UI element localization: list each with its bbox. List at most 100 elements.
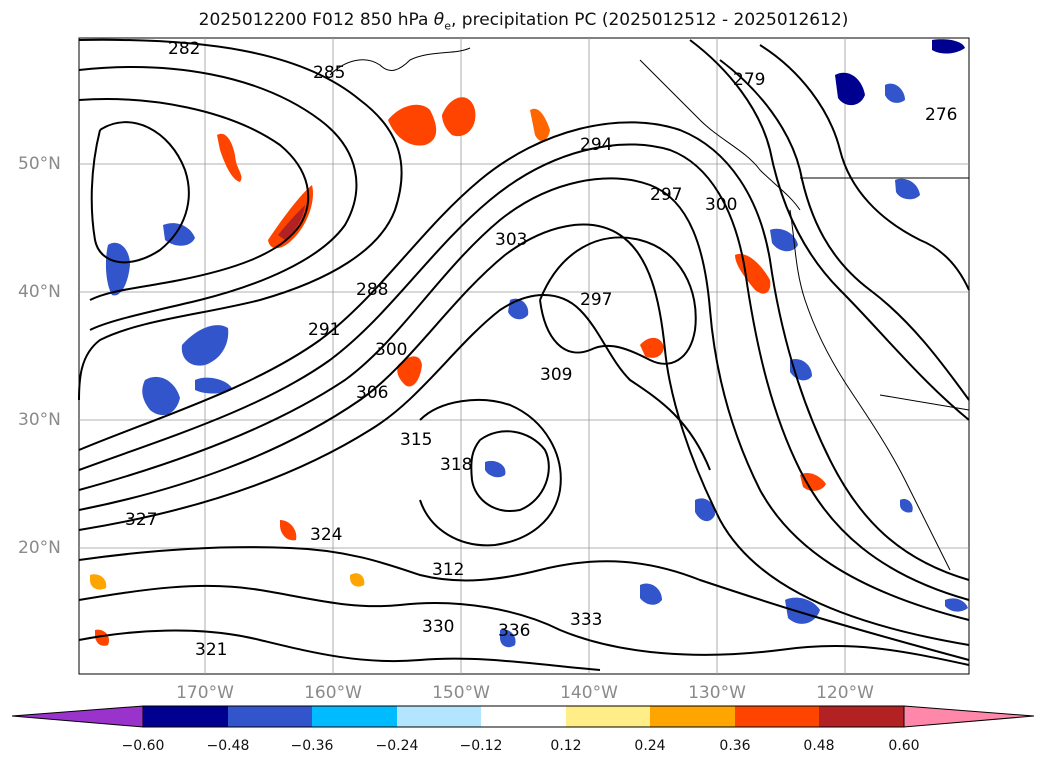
colorbar-segment [143,706,228,727]
precip-blob [397,356,422,387]
contour-label: 324 [310,525,342,545]
precip-blob [770,228,798,252]
colorbar-tick: 0.48 [803,738,835,754]
contour-label: 288 [356,280,388,300]
precip-blob [640,337,664,358]
contour-line [78,98,310,301]
precip-blob [217,133,242,182]
contour-line [78,177,970,621]
contour-line [78,584,970,666]
colorbar-segment [566,706,650,727]
contour-label: 312 [432,560,464,580]
precip-blob [932,39,965,54]
contour-line [78,629,601,671]
contour-line [78,546,970,661]
lon-label: 130°W [688,683,746,703]
contour-line [78,294,711,531]
contour-label: 300 [375,340,407,360]
precip-blob [195,377,232,394]
lon-label: 150°W [432,683,490,703]
colorbar-tick: −0.48 [206,738,250,754]
precip-blob [695,498,715,522]
colorbar-segment [481,706,566,727]
border-us-mexico [879,394,970,411]
precip-blob [895,178,920,200]
colorbar-segment [650,706,735,727]
precip-blob [181,325,229,366]
contour-label: 321 [195,640,227,660]
contour-line [419,399,562,547]
colorbar-tick: 0.36 [719,738,751,754]
contour-label: 297 [650,185,682,205]
contour-label: 315 [400,430,432,450]
precip-blob [835,72,865,106]
contour-line [470,430,550,512]
precip-blob [785,597,820,624]
colorbar-segment [228,706,312,727]
colorbar-tick: 0.12 [550,738,582,754]
contour-line [78,143,970,601]
contour-label: 297 [580,290,612,310]
contour-label: 318 [440,455,472,475]
contour-label: 276 [925,105,957,125]
contour-line [78,66,358,331]
contour-label: 306 [356,383,388,403]
precip-shading [90,39,968,648]
colorbar-tick: −0.60 [121,738,165,754]
contour-line [689,39,970,421]
contour-label: 333 [570,610,602,630]
contour-line [539,236,697,365]
contour-line [78,38,403,401]
lon-label: 160°W [304,683,362,703]
precip-blob [485,460,506,478]
contour-line [759,44,970,291]
colorbar-segment [819,706,904,727]
colorbar-tick: 0.24 [634,738,666,754]
precip-blob [508,298,529,320]
contour-label: 327 [125,510,157,530]
lon-label: 170°W [176,683,234,703]
precip-blob [280,520,297,541]
precip-blob [442,97,476,137]
colorbar-segment [397,706,481,727]
precip-blob [640,583,662,605]
contour-label: 303 [495,230,527,250]
coastline-alaska [329,47,471,76]
contour-label: 300 [705,195,737,215]
contour-line [78,223,970,646]
lat-label: 40°N [18,282,61,302]
lon-label: 120°W [816,683,874,703]
colorbar-tick: −0.12 [459,738,503,754]
colorbar-extend-right [903,705,1035,728]
precip-blob [800,473,826,491]
precip-blob [885,83,905,103]
colorbar-extend-left [11,705,144,728]
contour-label: 291 [308,320,340,340]
contour-label-group: 282 285 288 291 294 297 300 303 306 309 … [125,39,957,660]
lat-label: 30°N [18,410,61,430]
contour-label: 282 [168,39,200,59]
colorbar-tick: 0.60 [888,738,920,754]
theta-e-contours [78,38,970,671]
colorbar-tick: −0.24 [375,738,419,754]
map-title: 2025012200 F012 850 hPa θe, precipitatio… [198,10,849,33]
contour-label: 279 [733,70,765,90]
contour-label: 285 [313,63,345,83]
colorbar-tick: −0.36 [290,738,334,754]
precip-blob [530,108,550,142]
lat-label: 20°N [18,538,61,558]
contour-line [78,121,970,581]
contour-label: 336 [498,621,530,641]
lon-label: 140°W [560,683,618,703]
precip-blob [945,598,968,612]
precip-blob [105,242,130,296]
contour-label: 294 [580,135,612,155]
lat-label: 50°N [18,154,61,174]
precip-blob [90,574,107,590]
contour-line [90,121,190,264]
precip-blob [268,185,314,249]
colorbar-segment [312,706,397,727]
colorbar-segment [735,706,819,727]
